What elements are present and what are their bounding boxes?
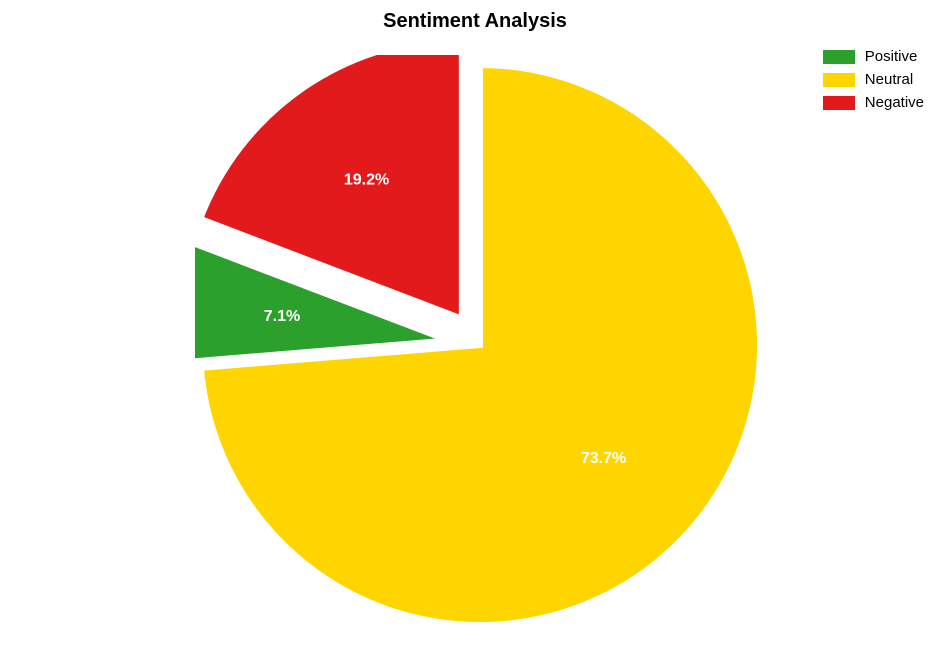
pie-svg: 19.2% 7.1% 73.7% — [195, 55, 765, 645]
legend-label: Neutral — [865, 71, 913, 88]
legend-item-negative: Negative — [823, 94, 924, 111]
legend-item-positive: Positive — [823, 48, 924, 65]
legend-label: Negative — [865, 94, 924, 111]
slice-label-negative: 19.2% — [344, 172, 389, 189]
legend-swatch — [823, 96, 855, 110]
legend-item-neutral: Neutral — [823, 71, 924, 88]
slice-label-neutral: 73.7% — [581, 450, 626, 467]
legend-swatch — [823, 50, 855, 64]
slice-label-positive: 7.1% — [264, 308, 300, 325]
legend-label: Positive — [865, 48, 918, 65]
legend-swatch — [823, 73, 855, 87]
chart-legend: Positive Neutral Negative — [823, 48, 924, 117]
sentiment-pie-chart: Sentiment Analysis 19.2% 7.1% 73.7% Positi… — [0, 0, 950, 662]
chart-title: Sentiment Analysis — [383, 10, 567, 33]
